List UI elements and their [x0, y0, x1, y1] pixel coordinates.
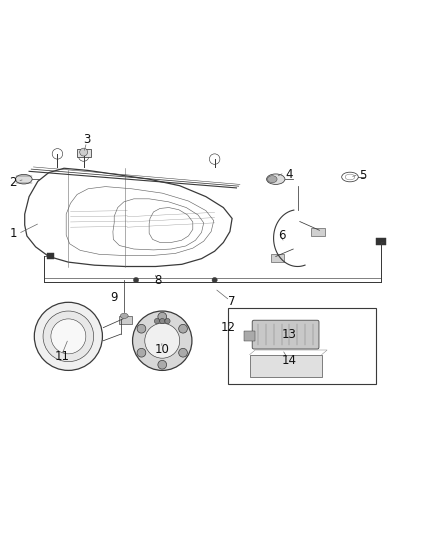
Bar [46, 253, 53, 259]
Text: 13: 13 [282, 328, 296, 341]
Circle shape [80, 148, 88, 156]
Bar [376, 238, 386, 245]
Circle shape [158, 312, 166, 321]
Circle shape [133, 311, 192, 370]
Text: 2: 2 [9, 176, 17, 189]
Text: 12: 12 [220, 321, 235, 334]
Bar [119, 316, 132, 324]
Text: 10: 10 [155, 343, 170, 356]
Text: 1: 1 [10, 227, 18, 240]
Text: 4: 4 [285, 168, 293, 181]
Ellipse shape [15, 174, 32, 184]
FancyBboxPatch shape [252, 320, 319, 349]
Text: 11: 11 [54, 350, 69, 362]
Circle shape [145, 323, 180, 358]
Text: 8: 8 [154, 274, 162, 287]
Circle shape [159, 318, 165, 324]
Bar [244, 331, 255, 341]
Text: 5: 5 [360, 169, 367, 182]
Circle shape [212, 277, 217, 282]
Bar [311, 228, 325, 236]
Bar [272, 254, 284, 262]
Text: 14: 14 [281, 354, 297, 367]
Circle shape [165, 318, 170, 324]
Ellipse shape [120, 313, 128, 318]
Circle shape [179, 325, 187, 333]
Circle shape [179, 349, 187, 357]
Text: 7: 7 [228, 295, 236, 308]
Text: 3: 3 [83, 133, 90, 147]
Text: 9: 9 [110, 290, 118, 304]
Bar [77, 149, 91, 157]
Bar [228, 308, 376, 384]
Circle shape [158, 360, 166, 369]
Ellipse shape [268, 176, 277, 183]
Circle shape [134, 277, 139, 282]
Text: 6: 6 [279, 229, 286, 243]
Circle shape [137, 325, 146, 333]
Ellipse shape [267, 174, 285, 184]
Circle shape [34, 302, 102, 370]
Circle shape [51, 319, 86, 354]
Circle shape [43, 311, 94, 362]
Bar [250, 354, 321, 376]
Circle shape [137, 349, 146, 357]
Circle shape [154, 318, 159, 324]
